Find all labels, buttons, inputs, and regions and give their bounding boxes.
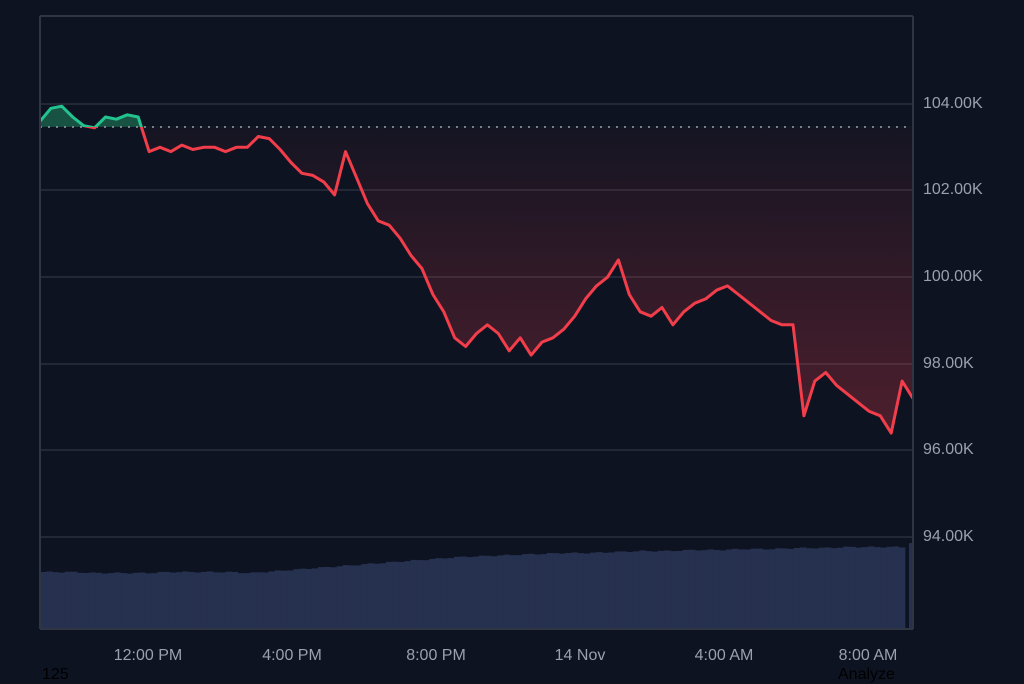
x-axis-label: 12:00 PM (113, 647, 183, 664)
y-axis-label: 98.00K (923, 355, 974, 372)
plot-border (39, 15, 914, 630)
y-axis-label: 96.00K (923, 441, 974, 458)
up-area-fill (40, 106, 913, 127)
y-axis-label: 104.00K (923, 95, 983, 112)
price-line-down[interactable] (40, 106, 913, 435)
y-axis-label: 102.00K (923, 181, 983, 198)
down-area-fill (90, 127, 913, 434)
x-axis-label: 4:00 AM (694, 647, 754, 664)
x-axis-label: 4:00 PM (262, 647, 322, 664)
analyze-link[interactable]: Analyze (838, 666, 895, 683)
x-axis-label: 8:00 PM (406, 647, 466, 664)
y-axis-label: 94.00K (923, 528, 974, 545)
x-axis-label: 8:00 AM (838, 647, 898, 664)
y-axis-label: 100.00K (923, 268, 983, 285)
stray-count-text: 125 (42, 666, 69, 683)
volume-bars (40, 543, 912, 629)
x-axis-label: 14 Nov (554, 647, 606, 664)
